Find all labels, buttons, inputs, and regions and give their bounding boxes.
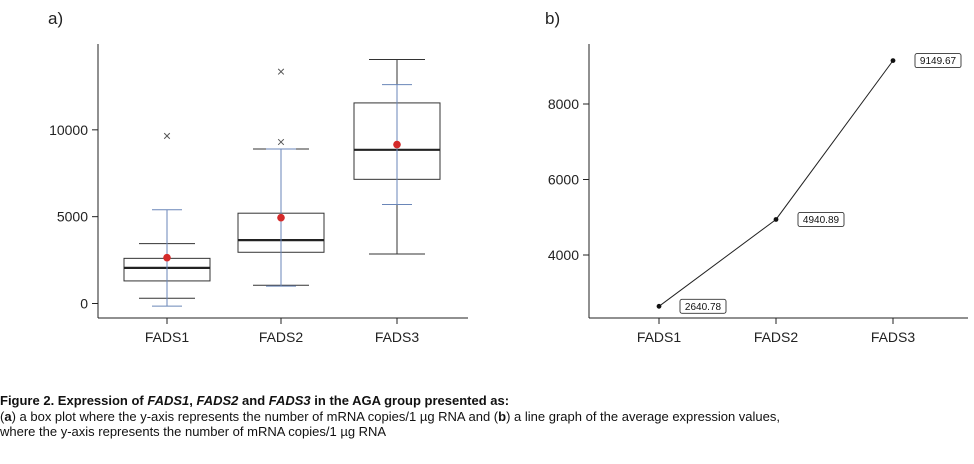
caption-a-text: ) a box plot where the y-axis represents… <box>11 408 499 424</box>
x-tick-label: FADS1 <box>145 329 190 345</box>
caption-gene-2: FADS2 <box>196 393 239 408</box>
y-tick-label: 4000 <box>548 247 579 263</box>
caption-a-open: ( <box>0 408 5 424</box>
figure-caption: Figure 2. Expression of FADS1, FADS2 and… <box>0 393 974 440</box>
outlier-stroke <box>277 138 285 146</box>
outlier-marker <box>277 138 285 146</box>
panel-b-label: b) <box>545 9 560 28</box>
box-fads2 <box>237 68 325 287</box>
mean-marker <box>163 253 171 262</box>
outlier-marker <box>277 68 285 75</box>
data-label-text: 9149.67 <box>920 56 957 67</box>
caption-gene-3: FADS3 <box>268 393 311 408</box>
caption-line-2: (a) a box plot where the y-axis represen… <box>0 409 974 425</box>
panel-a-label: a) <box>48 9 63 28</box>
data-label: 4940.89 <box>797 212 845 227</box>
caption-line-3: where the y-axis represents the number o… <box>0 424 387 439</box>
box-fads1 <box>123 132 211 307</box>
data-point <box>773 217 779 222</box>
caption-title: Figure 2. Expression of FADS1, FADS2 and… <box>0 393 974 409</box>
caption-a-letter: a <box>4 408 12 424</box>
y-tick-label: 10000 <box>49 122 88 138</box>
y-tick-label: 8000 <box>548 96 579 112</box>
figure: a) b) 0 5000 10000 FADS1 FADS2 FADS3 4000 6000… <box>48 9 968 345</box>
caption-gene-1: FADS1 <box>147 393 190 408</box>
caption-sep-1: , <box>189 393 197 408</box>
data-label-box <box>914 53 962 69</box>
series-line <box>658 60 894 307</box>
y-tick-label: 0 <box>80 296 88 312</box>
caption-b-letter: b <box>498 408 507 424</box>
data-label-box <box>797 212 845 227</box>
mean-marker <box>393 140 401 149</box>
data-point <box>890 58 896 63</box>
box-plot-chart: 0 5000 10000 FADS1 FADS2 FADS3 <box>49 44 468 345</box>
data-point <box>656 303 662 309</box>
outlier-marker <box>163 132 171 140</box>
line-chart: 4000 6000 8000 FADS1 FADS2 FADS3 2640.78 4940.8… <box>548 44 968 345</box>
caption-b-text: ) a line graph of the average expression… <box>506 408 780 424</box>
caption-sep-2: and <box>238 393 269 408</box>
data-label-box <box>679 298 727 314</box>
mean-marker <box>277 213 285 222</box>
data-label-text: 4940.89 <box>803 215 840 226</box>
caption-title-suffix: in the AGA group presented as: <box>310 393 510 408</box>
x-tick-label: FADS3 <box>375 329 420 345</box>
x-tick-label: FADS3 <box>871 329 916 345</box>
caption-title-prefix: Figure 2. Expression of <box>0 393 148 408</box>
data-label-text: 2640.78 <box>685 302 722 313</box>
y-tick-label: 5000 <box>57 209 88 225</box>
data-label: 9149.67 <box>914 53 962 69</box>
outlier-stroke <box>277 68 285 75</box>
outlier-stroke <box>163 132 171 140</box>
data-label: 2640.78 <box>679 298 727 314</box>
y-tick-label: 6000 <box>548 172 579 188</box>
x-tick-label: FADS1 <box>637 329 682 345</box>
x-tick-label: FADS2 <box>259 329 304 345</box>
x-tick-label: FADS2 <box>754 329 799 345</box>
box-fads3 <box>353 59 441 255</box>
